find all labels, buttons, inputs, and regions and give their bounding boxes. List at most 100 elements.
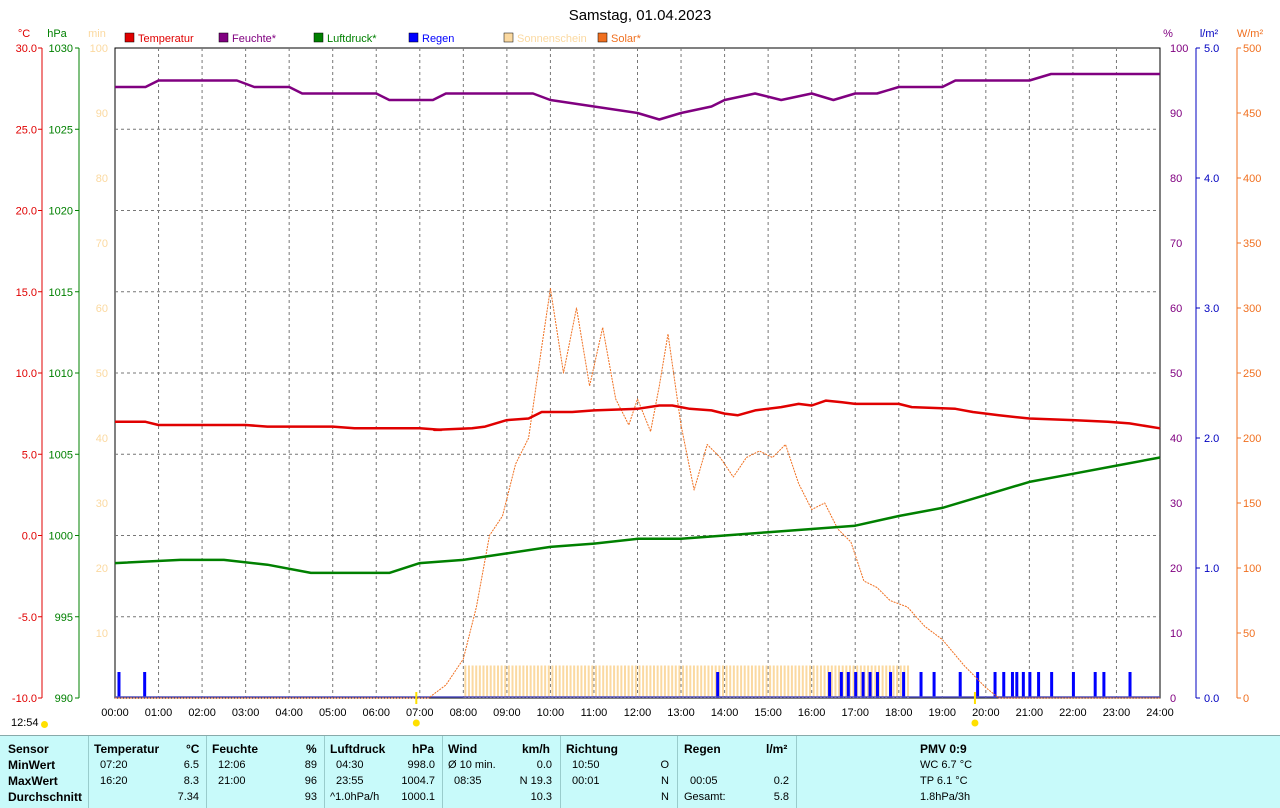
sunshine-bar [562, 665, 565, 698]
legend-swatch [124, 32, 135, 43]
solar-tick-label: 300 [1243, 303, 1261, 315]
separator [206, 736, 207, 808]
solar-line [115, 288, 1160, 699]
pressure-max-time: 23:55 [336, 775, 364, 787]
sunshine-bar [486, 665, 489, 698]
sunshine-bar [823, 665, 826, 698]
rain-total-label: Gesamt: [684, 791, 726, 803]
chart-title: Samstag, 01.04.2023 [569, 7, 712, 24]
sunshine-bar [653, 665, 656, 698]
sunshine-bar [576, 665, 579, 698]
temp-min-time: 07:20 [100, 759, 128, 771]
x-tick-label: 11:00 [581, 707, 608, 719]
temp-tick-label: 10.0 [16, 368, 37, 380]
direction-max-time: 00:01 [572, 775, 600, 787]
rain-tick-label: 0.0 [1204, 693, 1219, 705]
sunshine-bar [642, 665, 645, 698]
sunrise-dot [412, 719, 420, 727]
solar-tick-label: 450 [1243, 108, 1261, 120]
solar-tick-label: 500 [1243, 43, 1261, 55]
x-tick-label: 24:00 [1146, 707, 1174, 719]
wind-max-time: 08:35 [454, 775, 482, 787]
sunshine-bar [703, 665, 706, 698]
rain-bar [839, 672, 843, 698]
sunshine-tick-label: 30 [96, 498, 108, 510]
sunshine-bar [558, 665, 561, 698]
legend-label: Feuchte* [232, 33, 277, 45]
sunshine-bar [761, 665, 764, 698]
solar-axis-unit: W/m² [1237, 28, 1264, 40]
separator [796, 736, 797, 808]
sunshine-bar [776, 665, 779, 698]
sunshine-bar [533, 665, 536, 698]
sunshine-bar [613, 665, 616, 698]
sunshine-bar [692, 665, 695, 698]
sunshine-bar [812, 665, 815, 698]
sunshine-bar [565, 665, 568, 698]
rain-axis-unit: l/m² [1200, 28, 1219, 40]
rain-bar [1010, 672, 1014, 698]
sunshine-bar [852, 665, 855, 698]
temp-tick-label: 25.0 [16, 124, 37, 136]
x-tick-label: 18:00 [885, 707, 913, 719]
pressure-tick-label: 1000 [49, 531, 73, 543]
sunshine-bar [580, 665, 583, 698]
sunshine-bar [634, 665, 637, 698]
sunshine-bar [740, 665, 743, 698]
direction-header: Richtung [566, 742, 618, 756]
sunshine-bar [591, 665, 594, 698]
temp-axis-unit: °C [18, 28, 30, 40]
sunshine-bar [587, 665, 590, 698]
sunset-dot [971, 719, 979, 727]
maxwert-label: MaxWert [8, 774, 58, 788]
pressure-tick-label: 1025 [49, 124, 73, 136]
sensor-header: Sensor [8, 742, 49, 756]
sunshine-bar [467, 665, 470, 698]
weather-chart: Samstag, 01.04.2023 Temperatur Feuchte* Luf… [12, 7, 1264, 727]
rain-tick-label: 2.0 [1204, 433, 1219, 445]
sunshine-tick-label: 50 [96, 368, 108, 380]
sunshine-bar [493, 665, 496, 698]
legend-swatch [218, 32, 229, 43]
sunshine-bar [511, 665, 514, 698]
sunshine-bar [616, 665, 619, 698]
sunshine-bar [794, 665, 797, 698]
sunshine-bar [594, 665, 597, 698]
rain-bar [716, 672, 720, 698]
sunshine-bar [536, 665, 539, 698]
rain-bar [1071, 672, 1075, 698]
sunshine-bar [584, 665, 587, 698]
sunshine-bar [515, 665, 518, 698]
statistics-panel: Sensor MinWert MaxWert Durchschnitt Temp… [0, 735, 1280, 808]
direction-min-value: O [660, 759, 669, 771]
sunshine-bar [696, 665, 699, 698]
sunshine-tick-label: 80 [96, 173, 108, 185]
humidity-max-time: 21:00 [218, 775, 246, 787]
sunshine-bar [830, 665, 833, 698]
direction-min-time: 10:50 [572, 759, 600, 771]
humidity-tick-label: 100 [1170, 43, 1188, 55]
rain-unit: l/m² [766, 742, 788, 756]
temp-header: Temperatur [94, 742, 160, 756]
sunshine-bar [892, 665, 895, 698]
temp-tick-label: -5.0 [18, 612, 37, 624]
solar-tick-label: 350 [1243, 238, 1261, 250]
x-tick-label: 10:00 [537, 707, 565, 719]
temp-tick-label: 5.0 [22, 449, 37, 461]
sunshine-bar [798, 665, 801, 698]
humidity-tick-label: 0 [1170, 693, 1176, 705]
temp-tick-label: -10.0 [12, 693, 37, 705]
sunshine-bar [870, 665, 873, 698]
humidity-min-time: 12:06 [218, 759, 246, 771]
humidity-average: 93 [304, 791, 317, 803]
sunshine-bar [674, 665, 677, 698]
humidity-tick-label: 20 [1170, 563, 1182, 575]
rain-tick-label: 1.0 [1204, 563, 1219, 575]
humidity-tick-label: 80 [1170, 173, 1182, 185]
sunshine-bar [848, 665, 851, 698]
sunshine-bar [754, 665, 757, 698]
sunshine-bar [769, 665, 772, 698]
sunshine-bar [718, 665, 721, 698]
legend-swatch [408, 32, 419, 43]
sunshine-bar [555, 665, 558, 698]
